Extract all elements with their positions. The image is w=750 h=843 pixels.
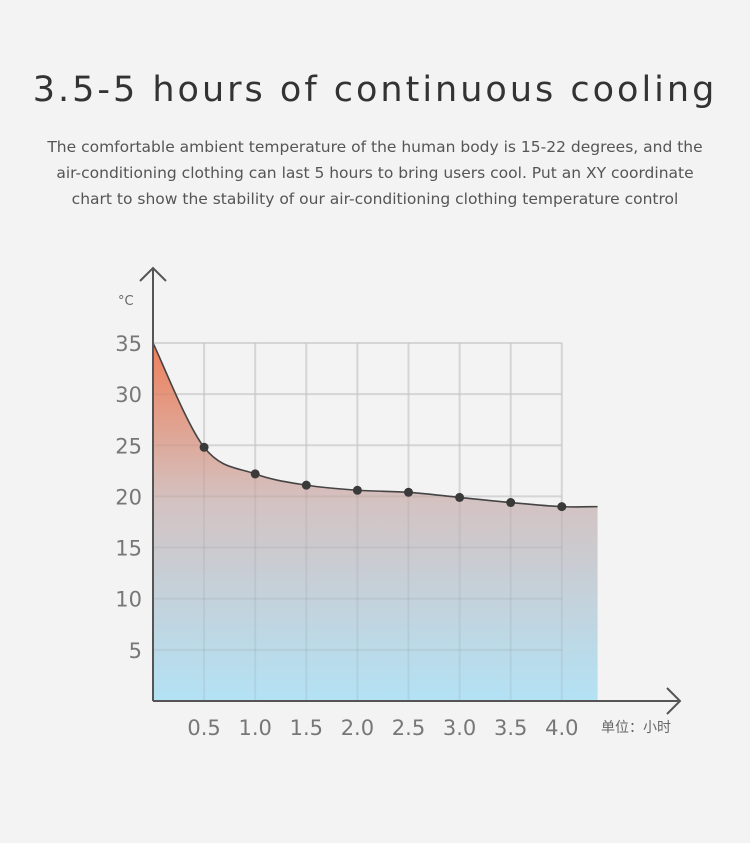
y-tick-label: 20 bbox=[115, 485, 142, 509]
page-title: 3.5-5 hours of continuous cooling bbox=[32, 70, 718, 110]
x-axis-label: 单位：小时 bbox=[601, 720, 671, 736]
x-tick-label: 3.0 bbox=[443, 716, 476, 740]
data-point bbox=[199, 442, 209, 452]
data-point bbox=[455, 492, 465, 502]
data-point bbox=[557, 502, 567, 512]
data-point bbox=[352, 485, 362, 495]
y-axis-label: °C bbox=[118, 294, 134, 309]
x-tick-label: 1.5 bbox=[290, 716, 323, 740]
data-point bbox=[506, 498, 516, 508]
y-tick-label: 30 bbox=[115, 383, 142, 407]
x-tick-label: 4.0 bbox=[545, 716, 578, 740]
page-subtitle: The comfortable ambient temperature of t… bbox=[47, 138, 703, 208]
y-axis-arrow-icon bbox=[139, 266, 167, 282]
y-tick-label: 15 bbox=[115, 537, 142, 561]
x-tick-label: 2.0 bbox=[341, 716, 374, 740]
y-tick-label: 5 bbox=[129, 639, 142, 663]
y-tick-label: 35 bbox=[115, 332, 142, 356]
y-tick-label: 25 bbox=[115, 434, 142, 458]
x-tick-label: 0.5 bbox=[187, 716, 220, 740]
x-tick-label: 1.0 bbox=[238, 716, 271, 740]
area-fill bbox=[153, 342, 598, 701]
data-point bbox=[250, 469, 260, 479]
y-tick-label: 10 bbox=[115, 588, 142, 612]
data-point bbox=[404, 487, 413, 497]
x-axis-arrow-icon bbox=[666, 687, 682, 715]
x-tick-label: 3.5 bbox=[494, 716, 527, 740]
data-point bbox=[301, 480, 311, 490]
series-line bbox=[152, 342, 598, 508]
x-tick-label: 2.5 bbox=[392, 716, 425, 740]
